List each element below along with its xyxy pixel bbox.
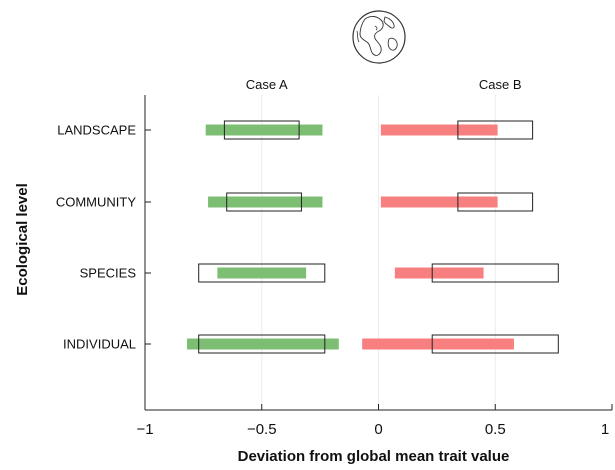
panel-label-0: Case A <box>246 77 288 92</box>
axes <box>144 95 613 411</box>
x-tick-label-1: −0.5 <box>247 421 277 438</box>
bar-0-0 <box>205 124 323 136</box>
box-1-3 <box>431 334 559 354</box>
x-tick-label-4: 1 <box>601 421 609 438</box>
bar-1-2 <box>394 267 484 279</box>
box-0-0 <box>223 120 300 140</box>
bar-1-1 <box>380 196 498 208</box>
x-tick-labels: −1 −0.5 0 0.5 1 <box>136 421 609 438</box>
x-axis-title: Deviation from global mean trait value <box>238 448 510 465</box>
y-axis-title: Ecological level <box>14 183 31 296</box>
category-label-2: SPECIES <box>80 266 137 281</box>
category-labels: LANDSCAPE COMMUNITY SPECIES INDIVIDUAL <box>56 123 137 352</box>
panel-labels: Case A Case B <box>246 77 522 92</box>
x-tick-label-0: −1 <box>136 421 153 438</box>
bar-0-1 <box>208 196 323 208</box>
bar-1-3 <box>362 338 514 350</box>
category-label-3: INDIVIDUAL <box>63 337 136 352</box>
box-1-0 <box>457 120 534 140</box>
box-0-1 <box>226 192 302 212</box>
box-1-2 <box>431 263 559 283</box>
x-tick-label-2: 0 <box>374 421 382 438</box>
bar-0-2 <box>217 267 307 279</box>
box-0-3 <box>198 334 326 354</box>
box-1-1 <box>457 192 534 212</box>
box-0-2 <box>198 263 326 283</box>
bar-1-0 <box>380 124 498 136</box>
x-tick-label-3: 0.5 <box>485 421 506 438</box>
bar-0-3 <box>187 338 339 350</box>
range-bars <box>187 124 514 350</box>
grid-lines <box>261 95 496 410</box>
category-label-0: LANDSCAPE <box>57 123 136 138</box>
range-boxes <box>198 120 559 354</box>
category-label-1: COMMUNITY <box>56 195 136 210</box>
globe-icon <box>352 10 406 64</box>
panel-label-1: Case B <box>479 77 522 92</box>
